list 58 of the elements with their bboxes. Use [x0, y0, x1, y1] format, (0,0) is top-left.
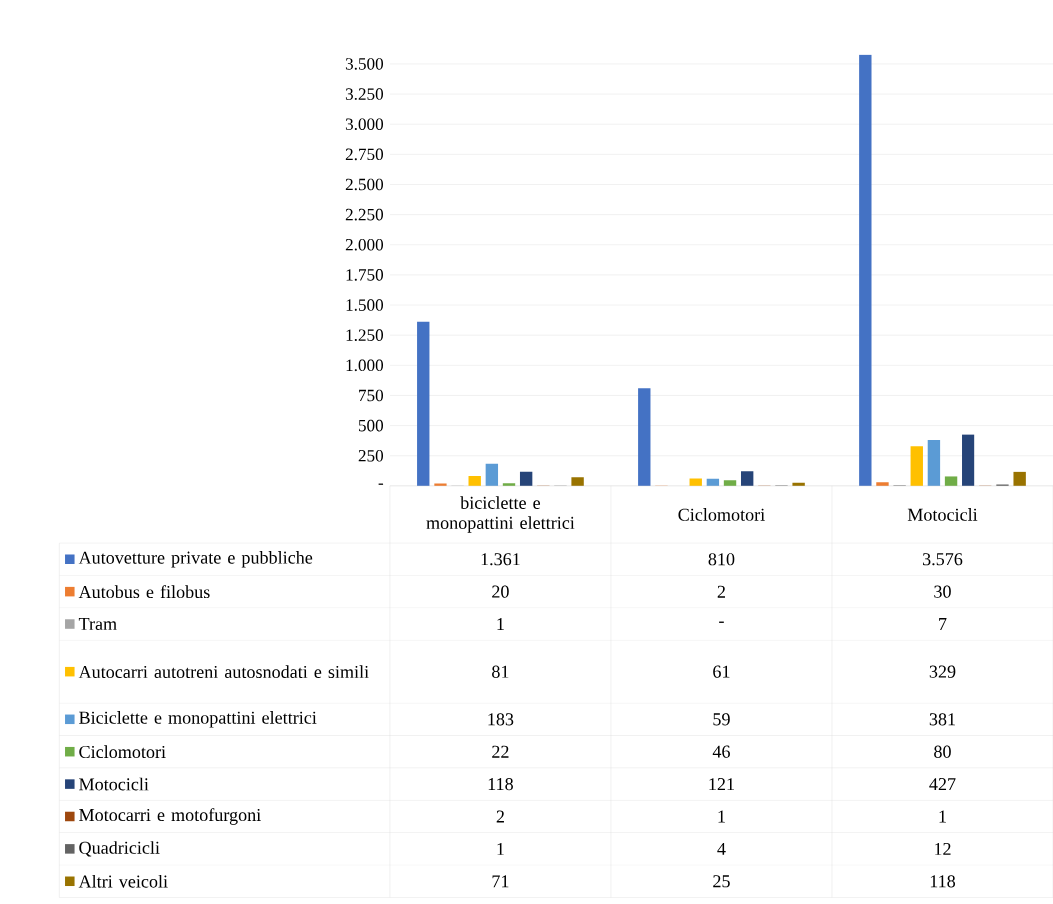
y-tick-label: 1.750 — [346, 269, 384, 281]
data-label: 4 — [717, 842, 726, 855]
data-label: 25 — [713, 875, 730, 888]
data-label: 1.361 — [481, 553, 520, 566]
y-tick-label: 2.250 — [345, 208, 384, 221]
x-tick-label: Ciclomotori — [678, 508, 765, 521]
data-label: 81 — [492, 665, 509, 678]
data-label: 1 — [718, 810, 725, 823]
legend-label: Quadricicli — [79, 841, 160, 857]
data-label: 427 — [929, 778, 956, 791]
data-label: 59 — [713, 713, 730, 726]
data-label: 810 — [708, 553, 735, 566]
legend-label: Tram — [78, 617, 117, 630]
data-label: 61 — [713, 665, 730, 678]
y-tick-label: 1.000 — [346, 359, 384, 372]
legend-label: Motocicli — [79, 777, 149, 791]
data-label: 381 — [929, 713, 955, 726]
x-tick-label: Motocicli — [907, 508, 978, 521]
data-label: 20 — [492, 585, 509, 598]
data-label: 7 — [939, 618, 947, 630]
y-tick-label: - — [378, 483, 384, 485]
data-label: 1 — [939, 810, 946, 823]
y-tick-label: 3.250 — [345, 88, 384, 100]
y-tick-label: 2.000 — [345, 238, 384, 251]
data-label: 12 — [935, 842, 951, 855]
y-tick-label: 1.500 — [346, 299, 384, 311]
legend-label: Biciclette e monopattini elettrici — [79, 711, 317, 728]
data-label: 30 — [934, 585, 951, 598]
data-label: 3.576 — [922, 553, 963, 566]
data-label: 118 — [930, 875, 956, 888]
x-tick-label: biciclette e monopattini elettrici — [426, 496, 575, 533]
legend-label: Motocarri e motofurgoni — [79, 808, 261, 825]
data-label: 1 — [497, 618, 504, 630]
y-tick-label: 3.000 — [345, 118, 384, 130]
data-label: 118 — [488, 777, 513, 791]
data-label: 2 — [717, 585, 725, 598]
legend-label: Autovetture private e pubbliche — [78, 550, 313, 568]
data-label: 71 — [492, 875, 509, 888]
data-label: 2 — [496, 810, 504, 823]
y-tick-label: 250 — [358, 449, 384, 462]
data-label: 329 — [929, 665, 956, 678]
y-tick-label: 2.750 — [345, 148, 384, 161]
y-tick-label: 1.250 — [346, 329, 384, 341]
legend-label: Autocarri autotreni autosnodati e simili — [78, 665, 369, 678]
data-label: - — [719, 621, 724, 623]
data-label: 121 — [709, 778, 734, 791]
legend-label: Ciclomotori — [79, 745, 166, 759]
data-label: 183 — [488, 713, 514, 726]
y-tick-label: 500 — [358, 419, 384, 432]
data-label: 22 — [492, 745, 509, 758]
data-label: 1 — [497, 842, 504, 855]
legend-label: Altri veicoli — [78, 874, 168, 888]
data-label: 80 — [934, 745, 951, 758]
y-tick-label: 750 — [359, 389, 384, 402]
data-label: 46 — [712, 745, 730, 758]
legend-label: Autobus e filobus — [78, 585, 210, 599]
y-tick-label: 3.500 — [345, 58, 384, 70]
y-tick-label: 2.500 — [345, 178, 384, 191]
